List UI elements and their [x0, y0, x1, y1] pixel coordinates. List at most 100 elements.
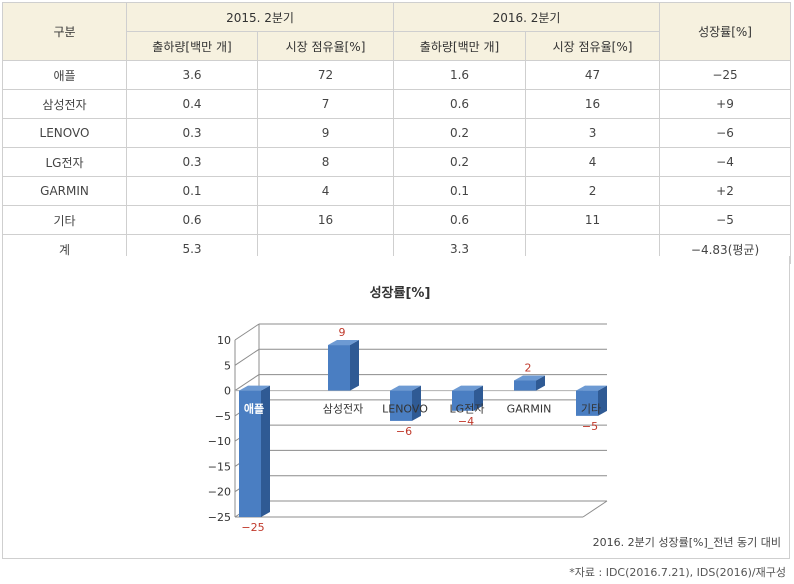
category-label: 삼성전자	[323, 403, 363, 416]
gridline-depth	[234, 348, 260, 366]
bar-top	[328, 340, 359, 346]
cell-shipment-2015: 3.6	[126, 60, 258, 90]
cell-share-2016: 3	[525, 118, 661, 148]
bar-value-label: −4	[458, 415, 474, 428]
cell-share-2016: 4	[525, 147, 661, 177]
bar-value-label: −25	[241, 521, 264, 534]
cell-shipment-2016: 0.2	[393, 118, 527, 148]
cell-share-2015: 8	[256, 147, 395, 177]
subheader-shipment-2015: 출하량[백만 개]	[126, 31, 258, 61]
cell-share-2016: 2	[525, 176, 661, 206]
bar-side	[536, 375, 545, 391]
y-tick-label: −15	[208, 460, 231, 473]
cell-growth: +9	[659, 89, 792, 119]
cell-shipment-2015: 0.3	[126, 118, 258, 148]
header-period-2016: 2016. 2분기	[393, 2, 661, 32]
bar-side	[261, 385, 270, 517]
cell-share-2015: 16	[256, 205, 395, 235]
table-row: GARMIN 0.1 4 0.1 2 +2	[2, 176, 792, 206]
y-tick-label: 10	[217, 334, 231, 347]
cell-company: LENOVO	[2, 118, 127, 148]
subheader-share-2015: 시장 점유율[%]	[256, 31, 395, 61]
cell-shipment-2016: 0.2	[393, 147, 527, 177]
cell-share-2015: 72	[256, 60, 395, 90]
y-tick-label: 5	[224, 359, 231, 372]
bar-top	[452, 385, 483, 391]
bar-side	[474, 385, 483, 411]
cell-shipment-2015: 0.1	[126, 176, 258, 206]
cell-company: GARMIN	[2, 176, 127, 206]
cell-share-2016: 47	[525, 60, 661, 90]
cell-share-2016: 11	[525, 205, 661, 235]
table-row: LENOVO 0.3 9 0.2 3 −6	[2, 118, 792, 148]
cell-shipment-2015: 0.3	[126, 147, 258, 177]
table-body: 애플 3.6 72 1.6 47 −25 삼성전자 0.4 7 0.6 16 +9 LENOVO 0.3 9…	[2, 60, 792, 264]
category-label: GARMIN	[507, 403, 552, 416]
header-period-2015: 2015. 2분기	[125, 2, 395, 32]
table-row: 애플 3.6 72 1.6 47 −25	[2, 60, 792, 90]
cell-shipment-2016: 0.6	[393, 205, 527, 235]
bar-top	[576, 385, 607, 391]
cell-company: 삼성전자	[2, 89, 127, 119]
bar-top	[390, 385, 421, 391]
source-note: *자료 : IDC(2016.7.21), IDS(2016)/재구성	[569, 566, 786, 579]
bar	[328, 345, 350, 391]
chart-note: 2016. 2분기 성장률[%]_전년 동기 대비	[593, 536, 781, 549]
cell-company: LG전자	[2, 147, 127, 177]
y-tick-label: 0	[224, 385, 231, 398]
bar-top	[239, 385, 270, 391]
table-row: LG전자 0.3 8 0.2 4 −4	[2, 147, 792, 177]
category-label: LENOVO	[382, 403, 428, 416]
cell-shipment-2015: 0.4	[126, 89, 258, 119]
gridline-depth	[234, 374, 260, 391]
chart-title: 성장률[%]	[370, 285, 431, 301]
cell-share-2015: 9	[256, 118, 395, 148]
bar-value-label: 2	[525, 361, 532, 374]
bar-value-label: −6	[396, 425, 412, 438]
smartwatch-stats-table: 구분 2015. 2분기 2016. 2분기 성장률[%] 출하량[백만 개] …	[2, 2, 792, 264]
cell-share-2016: 16	[525, 89, 661, 119]
bar-side	[350, 340, 359, 391]
cell-growth: −4	[659, 147, 792, 177]
cell-company: 애플	[2, 60, 127, 90]
subheader-shipment-2016: 출하량[백만 개]	[393, 31, 527, 61]
bar	[514, 380, 536, 391]
bar-side	[412, 385, 421, 421]
header-growth: 성장률[%]	[659, 2, 792, 61]
y-tick-label: −10	[208, 435, 231, 448]
growth-chart-svg: 성장률[%] 10 5 0 −5 −10 −15 −20 −25 −25 애플 9 삼성전자 −6 LENO…	[208, 285, 781, 549]
growth-chart: 성장률[%] 10 5 0 −5 −10 −15 −20 −25 −25 애플 9 삼성전자 −6 LENO…	[2, 256, 790, 559]
cell-shipment-2015: 0.6	[126, 205, 258, 235]
bar	[576, 390, 598, 416]
y-tick-label: −5	[215, 410, 231, 423]
cell-growth: −6	[659, 118, 792, 148]
cell-growth: +2	[659, 176, 792, 206]
bar-side	[598, 385, 607, 416]
y-tick-label: −25	[208, 511, 231, 524]
bar	[390, 390, 412, 421]
header-category: 구분	[2, 2, 127, 61]
bar	[452, 390, 474, 411]
cell-shipment-2016: 0.6	[393, 89, 527, 119]
y-tick-label: −20	[208, 486, 231, 499]
table-row: 기타 0.6 16 0.6 11 −5	[2, 205, 792, 235]
bar-value-label: 9	[339, 326, 346, 339]
floor-right-edge	[582, 500, 608, 518]
cell-shipment-2016: 0.1	[393, 176, 527, 206]
bar-top	[514, 375, 545, 381]
bar-value-label: −5	[582, 420, 598, 433]
gridline-depth	[234, 323, 260, 341]
table-row: 삼성전자 0.4 7 0.6 16 +9	[2, 89, 792, 119]
cell-growth: −5	[659, 205, 792, 235]
cell-share-2015: 4	[256, 176, 395, 206]
category-label: LG전자	[450, 403, 485, 416]
cell-growth: −25	[659, 60, 792, 90]
subheader-share-2016: 시장 점유율[%]	[525, 31, 661, 61]
cell-shipment-2016: 1.6	[393, 60, 527, 90]
category-label: 애플	[244, 402, 264, 416]
bar	[239, 390, 261, 517]
cell-share-2015: 7	[256, 89, 395, 119]
cell-company: 기타	[2, 205, 127, 235]
category-label: 기타	[581, 403, 601, 416]
